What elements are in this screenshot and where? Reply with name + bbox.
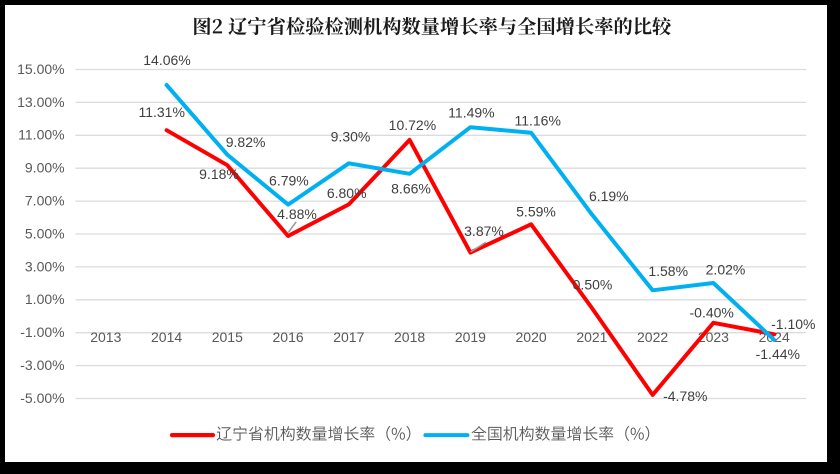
- svg-text:3.00%: 3.00%: [25, 258, 65, 274]
- svg-text:-4.78%: -4.78%: [663, 388, 707, 404]
- svg-text:11.31%: 11.31%: [138, 104, 184, 120]
- svg-text:11.49%: 11.49%: [448, 105, 494, 121]
- svg-text:-0.40%: -0.40%: [690, 305, 734, 321]
- svg-text:9.30%: 9.30%: [331, 128, 371, 144]
- svg-text:2015: 2015: [212, 329, 243, 345]
- svg-text:-1.44%: -1.44%: [756, 346, 800, 362]
- svg-text:0.50%: 0.50%: [573, 276, 613, 292]
- svg-text:5.59%: 5.59%: [516, 203, 556, 219]
- svg-text:2022: 2022: [637, 329, 668, 345]
- svg-text:13.00%: 13.00%: [17, 94, 64, 110]
- svg-text:3.87%: 3.87%: [464, 223, 504, 239]
- svg-text:2018: 2018: [394, 329, 425, 345]
- svg-text:7.00%: 7.00%: [25, 193, 65, 209]
- svg-text:1.58%: 1.58%: [648, 263, 688, 279]
- svg-text:-3.00%: -3.00%: [20, 357, 64, 373]
- svg-text:-1.00%: -1.00%: [20, 324, 64, 340]
- svg-text:11.16%: 11.16%: [514, 112, 560, 128]
- svg-text:-1.10%: -1.10%: [771, 316, 815, 332]
- svg-text:10.72%: 10.72%: [389, 117, 436, 133]
- svg-text:14.06%: 14.06%: [143, 52, 190, 68]
- svg-text:2013: 2013: [90, 329, 121, 345]
- svg-text:2016: 2016: [273, 329, 304, 345]
- svg-text:2020: 2020: [516, 329, 547, 345]
- svg-text:1.00%: 1.00%: [25, 291, 65, 307]
- svg-text:2017: 2017: [333, 329, 364, 345]
- svg-text:6.79%: 6.79%: [269, 172, 309, 188]
- svg-text:6.80%: 6.80%: [327, 185, 367, 201]
- svg-text:11.00%: 11.00%: [18, 127, 64, 143]
- svg-text:2019: 2019: [455, 329, 486, 345]
- svg-text:2.02%: 2.02%: [706, 261, 746, 277]
- svg-text:8.66%: 8.66%: [391, 180, 431, 196]
- svg-text:4.88%: 4.88%: [277, 206, 317, 222]
- svg-text:15.00%: 15.00%: [17, 61, 64, 77]
- svg-text:9.18%: 9.18%: [199, 166, 239, 182]
- svg-text:2021: 2021: [576, 329, 607, 345]
- svg-text:9.00%: 9.00%: [25, 160, 65, 176]
- svg-text:5.00%: 5.00%: [25, 225, 65, 241]
- svg-text:9.82%: 9.82%: [226, 134, 266, 150]
- svg-text:-5.00%: -5.00%: [20, 390, 64, 406]
- svg-text:2014: 2014: [151, 329, 182, 345]
- svg-text:6.19%: 6.19%: [589, 188, 629, 204]
